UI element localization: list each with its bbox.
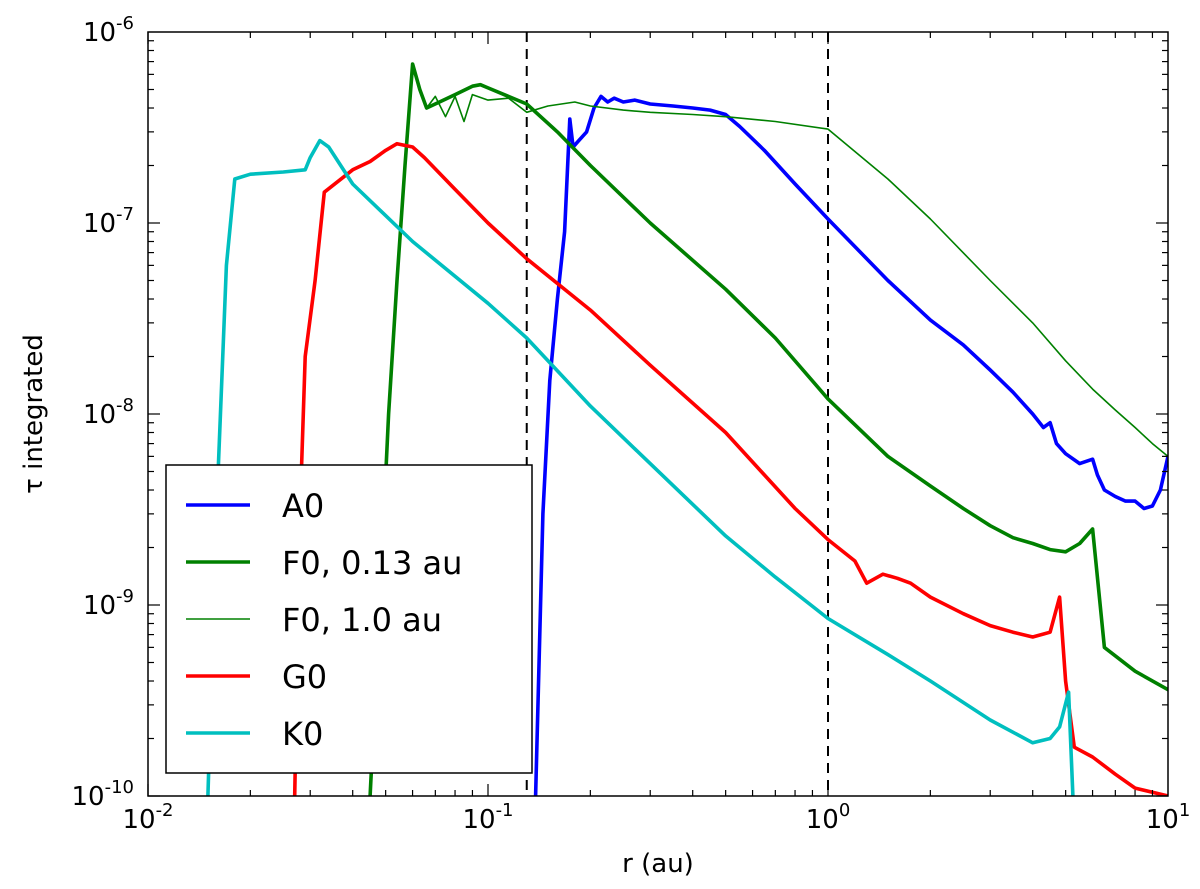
x-tick-label: 10-1 [462, 800, 513, 835]
y-tick-label: 10-6 [83, 13, 134, 48]
legend-label: A0 [282, 487, 324, 525]
plot-frame [147, 31, 1169, 797]
legend-label: K0 [282, 715, 323, 753]
series-line-k0 [206, 138, 1075, 796]
x-tick-label: 101 [1146, 800, 1191, 835]
series-line-a0 [533, 94, 1168, 796]
y-tick-label: 10-8 [83, 395, 134, 430]
y-axis-label: τ integrated [19, 334, 49, 494]
legend: A0 F0, 0.13 au F0, 1.0 au G0 K0 [165, 464, 533, 774]
legend-label: G0 [282, 658, 327, 696]
x-tick-label: 100 [806, 800, 851, 835]
legend-label: F0, 0.13 au [282, 544, 462, 582]
y-tick-label: 10-10 [72, 777, 135, 812]
series-line-f0-1-0-au [369, 63, 1168, 796]
x-tick-labels: 10-2 10-1 100 101 [122, 800, 1190, 835]
y-tick-label: 10-7 [83, 204, 134, 239]
y-tick-labels: 10-10 10-9 10-8 10-7 10-6 [72, 13, 135, 812]
series-layer [206, 62, 1168, 796]
series-line-g0 [292, 141, 1168, 796]
y-tick-label: 10-9 [83, 586, 134, 621]
x-axis-label: r (au) [622, 849, 694, 879]
legend-label: F0, 1.0 au [282, 601, 442, 639]
x-tick-label: 10-2 [122, 800, 173, 835]
